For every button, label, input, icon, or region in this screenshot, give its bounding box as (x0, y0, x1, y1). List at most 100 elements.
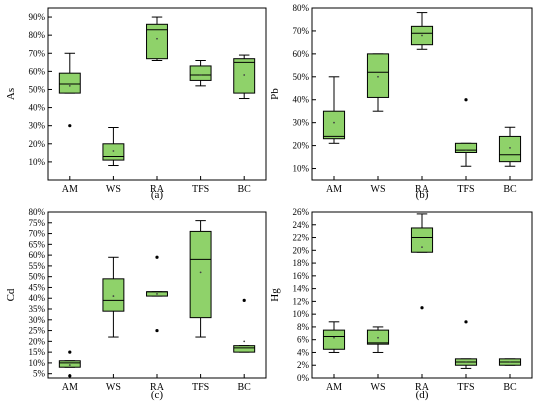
y-tick-label: 20% (29, 336, 46, 346)
y-tick-label: 24% (293, 220, 310, 230)
y-tick-label: 40% (29, 293, 46, 303)
box-tfs (189, 220, 212, 338)
outlier-point (464, 320, 468, 324)
category-label: WS (371, 382, 386, 393)
box-body (410, 227, 434, 253)
mean-marker (156, 37, 158, 40)
box-body (102, 143, 125, 161)
category-label: AM (326, 382, 342, 393)
category-label: TFS (192, 382, 209, 393)
mean-marker (112, 150, 115, 152)
category-label: BC (238, 184, 252, 195)
outlier-point (242, 298, 246, 302)
outlier-point (420, 306, 424, 310)
mean-marker (112, 295, 115, 297)
box-body (322, 110, 346, 140)
y-tick-label: 5% (33, 369, 46, 379)
y-tick-label: 80% (29, 30, 46, 40)
category-label: WS (106, 184, 121, 195)
mean-marker (377, 75, 379, 78)
box-tfs (189, 60, 212, 87)
y-tick-label: 60% (29, 250, 46, 260)
box-bc (233, 54, 256, 100)
box-body (498, 135, 522, 163)
box-body (58, 72, 81, 94)
box-ws (366, 53, 390, 112)
y-tick-label: 40% (29, 103, 46, 113)
category-label: TFS (457, 184, 474, 195)
category-label: WS (371, 184, 386, 195)
y-tick-label: 50% (29, 272, 46, 282)
y-tick-label: 18% (293, 258, 310, 268)
box-ws (366, 326, 390, 353)
y-axis-title: Cd (5, 288, 17, 301)
panel-label: (c) (151, 389, 164, 401)
y-tick-label: 10% (293, 164, 310, 174)
box-bc (498, 358, 522, 366)
y-tick-label: 10% (29, 358, 46, 368)
mean-marker (243, 74, 246, 76)
mean-marker (509, 361, 511, 363)
box-ws (102, 126, 125, 167)
mean-marker (243, 340, 246, 343)
y-tick-label: 25% (29, 326, 46, 336)
box-body (58, 360, 81, 368)
category-label: BC (503, 382, 517, 393)
category-label: TFS (457, 382, 474, 393)
y-axis-title: Hg (269, 288, 281, 302)
box-bc (233, 298, 256, 353)
category-label: RA (415, 184, 430, 195)
box-body (233, 58, 256, 94)
y-tick-label: 35% (29, 304, 46, 314)
box-body (146, 23, 168, 60)
y-tick-label: 8% (297, 322, 310, 332)
y-tick-label: 80% (293, 3, 310, 13)
box-ra (410, 12, 434, 50)
y-tick-label: 30% (29, 121, 46, 131)
mean-marker (199, 74, 202, 76)
y-axis-title: As (5, 88, 17, 100)
box-body (189, 65, 212, 81)
box-body (454, 142, 478, 153)
y-tick-label: 30% (293, 118, 310, 128)
y-tick-label: 20% (293, 245, 310, 255)
category-label: WS (106, 382, 121, 393)
category-label: AM (326, 184, 342, 195)
box-tfs (454, 320, 478, 369)
category-label: TFS (192, 184, 209, 195)
y-tick-label: 30% (29, 315, 46, 325)
y-tick-label: 10% (29, 157, 46, 167)
box-am (58, 52, 81, 128)
mean-marker (421, 34, 423, 37)
y-tick-label: 4% (297, 347, 310, 357)
box-body (366, 53, 390, 98)
mean-marker (509, 146, 511, 149)
mean-marker (68, 84, 71, 87)
category-label: AM (62, 382, 78, 393)
panel-label: (d) (416, 389, 429, 401)
box-ra (410, 213, 434, 310)
y-tick-label: 50% (29, 84, 46, 94)
y-tick-label: 14% (293, 284, 310, 294)
box-body (322, 329, 346, 350)
mean-marker (199, 271, 202, 274)
category-label: RA (150, 382, 165, 393)
y-tick-label: 65% (29, 239, 46, 249)
y-tick-label: 90% (29, 12, 46, 22)
y-tick-label: 60% (293, 49, 310, 59)
panel-label: (b) (416, 189, 429, 201)
mean-marker (333, 121, 335, 124)
outlier-point (464, 98, 468, 102)
category-label: RA (150, 184, 165, 195)
y-tick-label: 55% (29, 261, 46, 271)
outlier-point (68, 350, 72, 354)
mean-marker (68, 364, 71, 366)
y-tick-label: 2% (297, 360, 310, 370)
y-tick-label: 40% (293, 95, 310, 105)
y-tick-label: 50% (293, 72, 310, 82)
chart-panel: 10% 20% 30% 40% 50% 60% 70% 80% Pb AM WS RA TFS BC (b) (269, 3, 533, 201)
y-tick-label: 70% (29, 48, 46, 58)
y-tick-label: 20% (29, 139, 46, 149)
mean-marker (465, 361, 467, 363)
